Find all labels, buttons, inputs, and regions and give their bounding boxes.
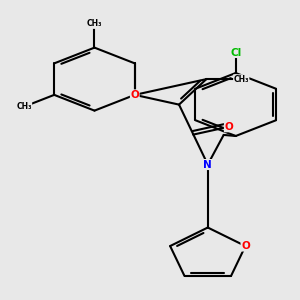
Text: O: O (224, 122, 233, 132)
Text: CH₃: CH₃ (87, 20, 102, 28)
Text: CH₃: CH₃ (233, 75, 249, 84)
Text: CH₃: CH₃ (16, 102, 32, 111)
Text: Cl: Cl (230, 47, 241, 58)
Text: N: N (203, 160, 212, 170)
Text: O: O (241, 241, 250, 251)
Text: O: O (130, 90, 139, 100)
